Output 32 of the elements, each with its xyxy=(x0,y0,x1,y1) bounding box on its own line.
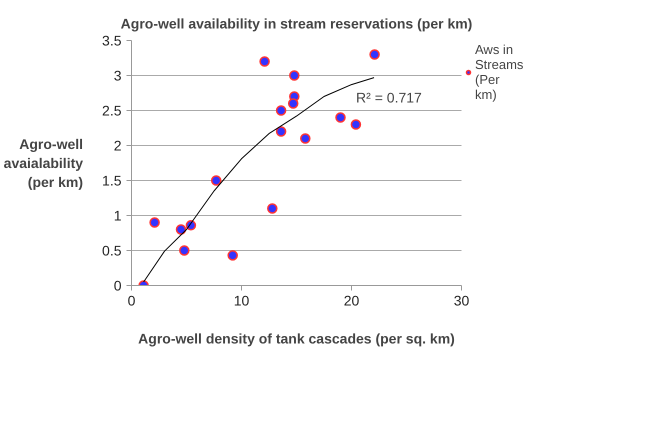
y-tick-label: 2 xyxy=(114,138,122,154)
y-tick-label: 0.5 xyxy=(102,242,122,258)
point xyxy=(259,56,270,67)
point xyxy=(179,245,190,256)
point xyxy=(288,98,298,109)
y-tick-label: 1 xyxy=(114,208,122,224)
point xyxy=(276,126,286,137)
point xyxy=(276,105,286,116)
y-axis-title: Agro-well avaialability (per km) xyxy=(4,136,84,190)
legend-label: Aws in Streams (Per km) xyxy=(475,42,524,102)
x-tick-label: 0 xyxy=(128,292,136,308)
point xyxy=(335,112,346,123)
point xyxy=(210,175,222,186)
y-tick-label: 3 xyxy=(114,68,122,84)
x-tick-label: 20 xyxy=(344,292,360,308)
point xyxy=(350,119,362,130)
y-tick-label: 2.5 xyxy=(102,102,122,118)
point xyxy=(176,224,186,235)
x-axis-title: Agro-well density of tank cascades (per sq. km) xyxy=(138,330,455,346)
point xyxy=(289,70,300,81)
point xyxy=(369,49,380,60)
point xyxy=(227,250,238,261)
y-tick-label: 1.5 xyxy=(102,172,122,188)
point xyxy=(267,203,278,214)
annotation: R² = 0.717 xyxy=(356,90,422,106)
x-tick-label: 30 xyxy=(454,292,470,308)
y-tick-label: 0 xyxy=(114,278,122,294)
point xyxy=(300,133,311,144)
point xyxy=(149,217,160,228)
chart-title: Agro-well availability in stream reservations (per km) xyxy=(120,16,472,32)
y-tick-label: 3.5 xyxy=(102,32,122,48)
x-tick-label: 10 xyxy=(234,292,250,308)
